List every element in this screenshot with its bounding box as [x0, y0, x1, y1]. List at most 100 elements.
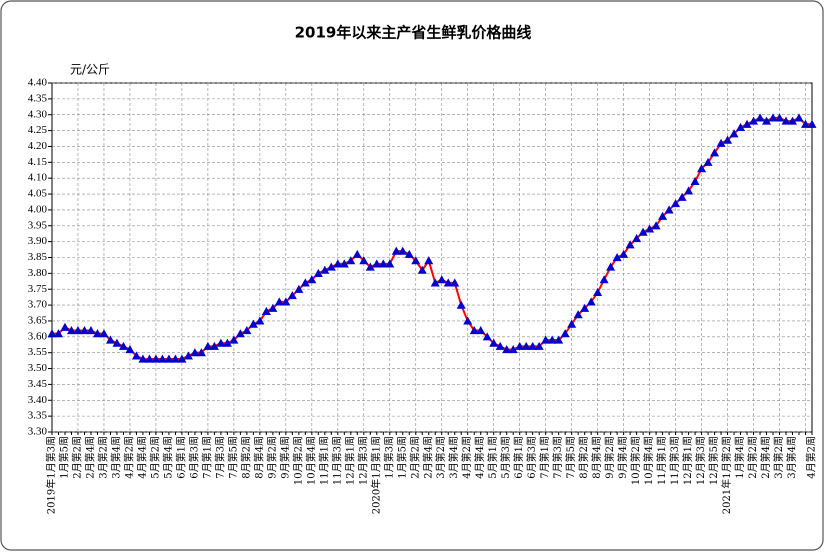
- marker: [534, 341, 544, 350]
- marker: [489, 338, 499, 347]
- marker: [398, 246, 408, 255]
- marker: [196, 348, 206, 357]
- marker: [567, 319, 577, 328]
- x-tick-label: 5月第1周: [486, 436, 499, 479]
- marker: [788, 116, 798, 125]
- marker: [300, 278, 310, 287]
- y-tick-label: 3.80: [28, 267, 48, 279]
- x-tick-label: 7月第3周: [551, 436, 564, 479]
- marker: [287, 291, 297, 300]
- x-tick-label: 8月第2周: [577, 436, 590, 479]
- x-tick-label: 7月第1周: [200, 436, 213, 479]
- x-tick-label: 7月第5周: [226, 436, 239, 479]
- marker: [190, 348, 200, 357]
- x-tick-label: 11月第1周: [655, 436, 668, 485]
- marker: [749, 116, 759, 125]
- x-tick-label: 3月第4周: [785, 436, 798, 479]
- marker: [242, 325, 252, 335]
- marker: [326, 262, 336, 271]
- x-tick-label: 2019年1月第3周: [45, 436, 58, 514]
- marker: [619, 249, 629, 258]
- marker: [560, 329, 570, 338]
- y-tick-label: 3.55: [28, 346, 48, 358]
- marker: [359, 256, 369, 265]
- marker: [463, 316, 473, 325]
- y-tick-label: 4.25: [28, 124, 48, 136]
- x-tick-label: 1月第4周: [733, 436, 746, 479]
- marker: [404, 249, 414, 258]
- marker: [482, 332, 492, 341]
- marker: [183, 351, 193, 360]
- y-tick-label: 3.35: [28, 410, 48, 422]
- x-tick-label: 5月第3周: [499, 436, 512, 479]
- y-tick-label: 3.90: [28, 235, 48, 247]
- y-tick-label: 3.65: [28, 314, 48, 326]
- marker: [391, 246, 401, 255]
- y-tick-label: 4.15: [28, 156, 48, 168]
- marker: [92, 329, 102, 338]
- marker: [599, 275, 609, 284]
- marker: [255, 316, 265, 325]
- marker: [261, 306, 271, 316]
- marker: [53, 329, 63, 338]
- marker: [248, 319, 258, 328]
- marker: [515, 341, 525, 350]
- chart-title: 2019年以来主产省生鲜乳价格曲线: [295, 24, 532, 42]
- marker: [66, 325, 76, 335]
- x-tick-label: 8月第4周: [252, 436, 265, 479]
- y-tick-label: 4.10: [28, 172, 48, 184]
- marker: [593, 287, 603, 296]
- y-tick-label: 3.50: [28, 362, 48, 374]
- marker: [742, 119, 752, 128]
- marker: [781, 116, 791, 125]
- marker: [144, 354, 154, 363]
- marker: [274, 297, 284, 306]
- marker: [690, 176, 700, 185]
- marker: [385, 259, 395, 268]
- x-tick-label: 6月第3周: [187, 436, 200, 479]
- x-tick-label: 3月第2周: [772, 436, 785, 479]
- marker: [476, 325, 486, 335]
- marker: [710, 148, 720, 157]
- marker: [521, 341, 531, 350]
- marker: [469, 325, 479, 335]
- marker: [430, 278, 440, 287]
- x-tick-label: 9月第4周: [278, 436, 291, 479]
- marker: [105, 335, 115, 344]
- x-tick-label: 11月第3周: [330, 436, 343, 485]
- y-tick-label: 3.30: [28, 426, 48, 438]
- x-tick-label: 1月第5周: [57, 436, 70, 479]
- x-tick-label: 2月第4周: [83, 436, 96, 479]
- marker: [664, 205, 674, 214]
- marker: [697, 164, 707, 173]
- x-tick-label: 7月第5周: [564, 436, 577, 479]
- marker: [60, 322, 70, 331]
- marker: [268, 303, 278, 312]
- x-tick-label: 2月第4周: [759, 436, 772, 479]
- y-tick-label: 3.75: [28, 283, 48, 295]
- x-tick-label: 12月第1周: [681, 436, 694, 485]
- marker: [378, 259, 388, 268]
- marker: [755, 113, 765, 122]
- x-tick-label: 5月第4周: [161, 436, 174, 479]
- marker: [352, 249, 362, 258]
- marker: [281, 297, 291, 306]
- y-tick-label: 3.60: [28, 330, 48, 342]
- x-tick-label: 10月第4周: [642, 436, 655, 485]
- marker: [151, 354, 161, 363]
- x-tick-label: 6月第3周: [525, 436, 538, 479]
- y-tick-label: 4.00: [28, 203, 48, 215]
- x-tick-label: 5月第2周: [148, 436, 161, 479]
- marker: [294, 284, 304, 293]
- marker: [177, 354, 187, 363]
- x-tick-label: 10月第4周: [304, 436, 317, 485]
- marker: [645, 224, 655, 233]
- marker: [216, 338, 226, 347]
- marker: [99, 329, 109, 338]
- x-tick-label: 11月第3周: [668, 436, 681, 485]
- marker: [118, 341, 128, 350]
- marker: [573, 310, 583, 319]
- marker: [612, 253, 622, 262]
- x-tick-label: 2月第4周: [421, 436, 434, 479]
- y-tick-label: 4.05: [28, 188, 48, 200]
